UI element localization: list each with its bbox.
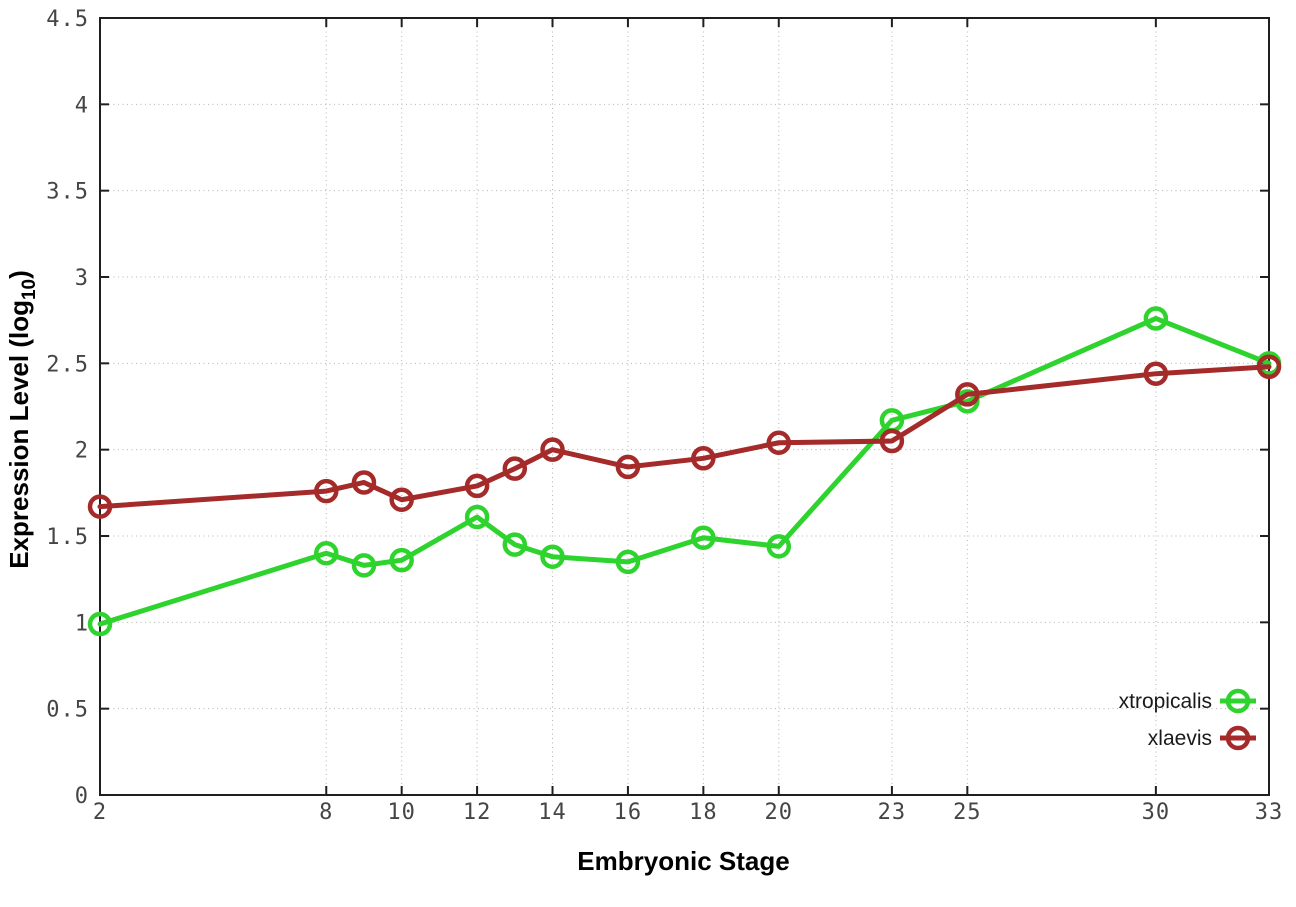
data-point-marker-xtropicalis	[540, 544, 565, 569]
y-tick-label: 2.5	[46, 352, 89, 377]
y-tick-label: 1.5	[46, 525, 89, 550]
legend-sample-marker-xtropicalis	[1225, 688, 1251, 714]
data-point-marker-xtropicalis	[389, 547, 414, 573]
data-point-marker-xtropicalis	[502, 532, 528, 557]
y-tick-label: 1	[75, 611, 89, 636]
legend-sample-marker-xlaevis	[1225, 725, 1251, 751]
legend-label-xtropicalis: xtropicalis	[1119, 690, 1212, 713]
data-point-marker-xlaevis	[1256, 354, 1282, 380]
y-tick-label: 0.5	[46, 698, 89, 723]
data-point-marker-xlaevis	[464, 473, 490, 499]
data-point-marker-xlaevis	[87, 494, 113, 519]
x-axis-label: Embryonic Stage	[577, 846, 789, 876]
data-point-marker-xlaevis	[351, 470, 377, 495]
data-point-marker-xtropicalis	[314, 541, 339, 566]
x-tick-label: 18	[689, 800, 718, 825]
y-axis-label: Expression Level (log10)	[4, 270, 40, 569]
series-line-xtropicalis	[97, 315, 1272, 627]
data-point-marker-xlaevis	[389, 487, 414, 512]
x-tick-label: 2	[93, 800, 107, 825]
data-point-marker-xlaevis	[314, 478, 339, 504]
x-tick-label: 23	[878, 800, 907, 825]
x-tick-label: 16	[614, 800, 643, 825]
data-point-marker-xtropicalis	[766, 534, 792, 559]
x-tick-label: 8	[319, 800, 333, 825]
data-point-marker-xtropicalis	[691, 525, 716, 550]
legend-label-xlaevis: xlaevis	[1148, 727, 1212, 750]
data-point-marker-xlaevis	[955, 382, 980, 407]
data-point-marker-xtropicalis	[615, 549, 641, 575]
x-tick-label: 25	[953, 800, 982, 825]
data-point-marker-xlaevis	[1143, 361, 1169, 386]
data-point-marker-xlaevis	[540, 437, 565, 462]
data-point-marker-xtropicalis	[1143, 306, 1169, 331]
y-tick-label: 0	[75, 784, 89, 809]
plot-border	[99, 17, 1270, 796]
data-point-marker-xlaevis	[766, 430, 792, 456]
data-point-marker-xlaevis	[879, 428, 905, 454]
y-tick-label: 4.5	[46, 7, 89, 32]
data-point-marker-xtropicalis	[87, 611, 113, 637]
data-point-marker-xlaevis	[691, 446, 716, 471]
data-point-marker-xtropicalis	[351, 553, 377, 578]
data-point-marker-xtropicalis	[464, 504, 490, 530]
data-point-marker-xlaevis	[502, 456, 528, 481]
y-tick-label: 2	[75, 439, 89, 464]
x-tick-label: 10	[387, 800, 416, 825]
x-tick-label: 33	[1255, 800, 1284, 825]
data-point-marker-xlaevis	[615, 454, 641, 480]
x-tick-label: 12	[463, 800, 492, 825]
series-line-xlaevis	[97, 364, 1272, 510]
y-tick-label: 3	[75, 266, 89, 291]
x-tick-label: 14	[538, 800, 567, 825]
y-tick-label: 4	[75, 93, 89, 118]
y-tick-label: 3.5	[46, 180, 89, 205]
x-tick-label: 20	[765, 800, 794, 825]
x-tick-label: 30	[1142, 800, 1171, 825]
